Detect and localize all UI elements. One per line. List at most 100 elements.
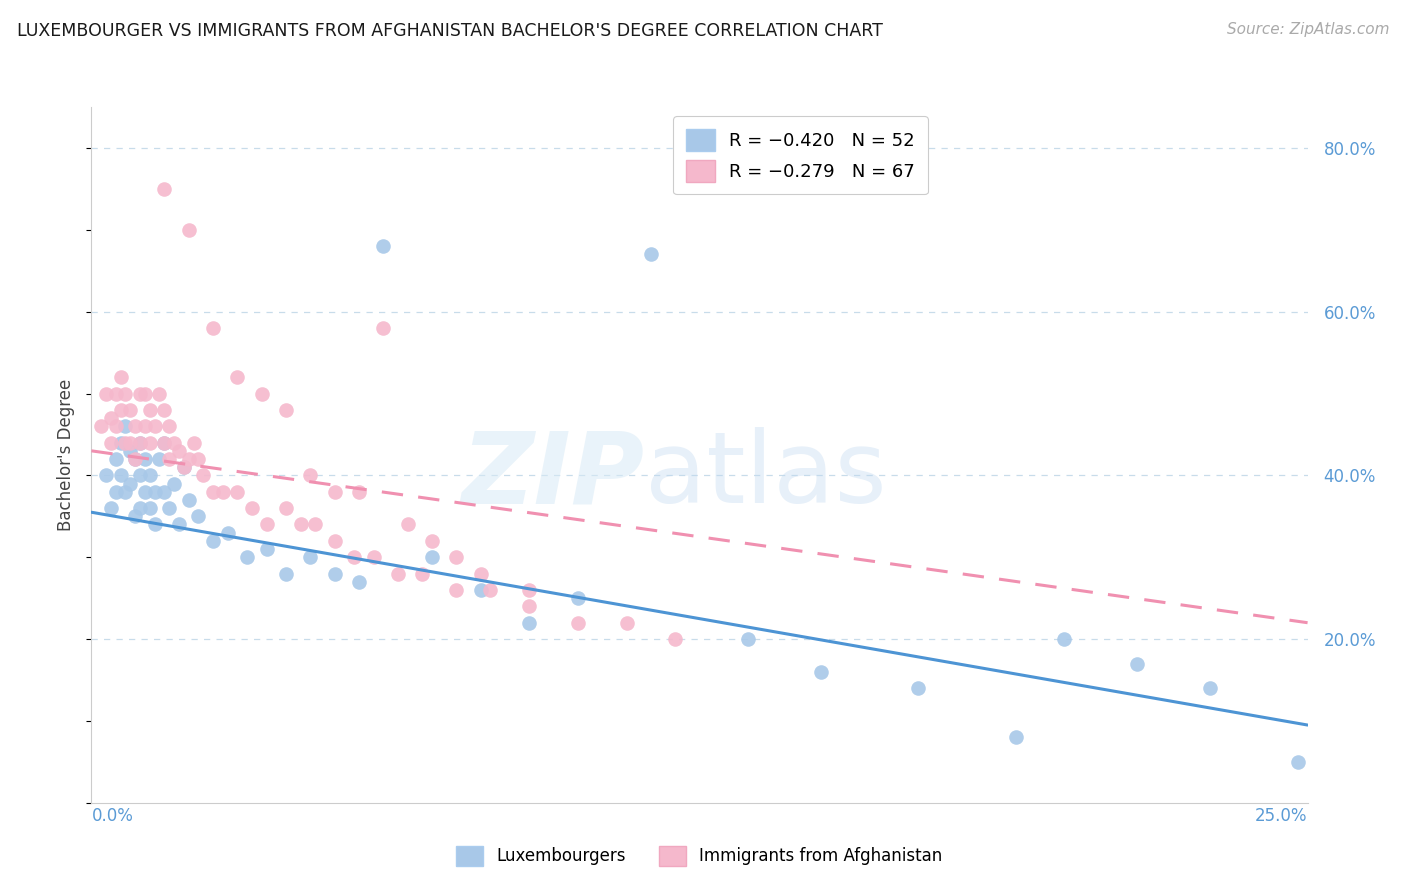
Point	[274, 566, 297, 581]
Point	[110, 370, 132, 384]
Point	[134, 452, 156, 467]
Point	[120, 476, 142, 491]
Point	[100, 435, 122, 450]
Point	[129, 435, 152, 450]
Point	[104, 452, 127, 467]
Point	[114, 484, 136, 499]
Point	[163, 435, 186, 450]
Point	[373, 239, 395, 253]
Point	[90, 419, 112, 434]
Point	[343, 550, 366, 565]
Point	[148, 452, 170, 467]
Point	[387, 566, 409, 581]
Point	[1126, 657, 1149, 671]
Point	[94, 386, 117, 401]
Point	[134, 484, 156, 499]
Point	[114, 419, 136, 434]
Point	[177, 492, 200, 507]
Point	[114, 386, 136, 401]
Point	[120, 403, 142, 417]
Point	[444, 550, 467, 565]
Point	[640, 247, 662, 261]
Point	[187, 452, 209, 467]
Point	[167, 443, 190, 458]
Point	[1004, 731, 1026, 745]
Point	[226, 484, 249, 499]
Point	[304, 517, 326, 532]
Point	[240, 501, 263, 516]
Point	[250, 386, 273, 401]
Point	[373, 321, 395, 335]
Point	[143, 517, 166, 532]
Point	[153, 484, 176, 499]
Point	[134, 386, 156, 401]
Point	[616, 615, 638, 630]
Point	[104, 386, 127, 401]
Point	[323, 484, 346, 499]
Point	[124, 452, 146, 467]
Text: LUXEMBOURGER VS IMMIGRANTS FROM AFGHANISTAN BACHELOR'S DEGREE CORRELATION CHART: LUXEMBOURGER VS IMMIGRANTS FROM AFGHANIS…	[17, 22, 883, 40]
Point	[173, 460, 195, 475]
Point	[120, 443, 142, 458]
Point	[737, 632, 759, 646]
Point	[236, 550, 259, 565]
Point	[202, 321, 225, 335]
Point	[139, 501, 162, 516]
Point	[124, 452, 146, 467]
Point	[1286, 755, 1309, 769]
Point	[323, 566, 346, 581]
Point	[139, 468, 162, 483]
Point	[517, 582, 540, 597]
Point	[1199, 681, 1222, 696]
Point	[173, 460, 195, 475]
Point	[202, 484, 225, 499]
Point	[153, 435, 176, 450]
Point	[157, 452, 180, 467]
Point	[256, 542, 278, 557]
Text: 0.0%: 0.0%	[91, 807, 134, 825]
Point	[567, 591, 589, 606]
Text: ZIP: ZIP	[461, 427, 645, 524]
Point	[470, 566, 492, 581]
Point	[139, 435, 162, 450]
Point	[139, 403, 162, 417]
Point	[907, 681, 929, 696]
Point	[323, 533, 346, 548]
Point	[110, 468, 132, 483]
Point	[411, 566, 433, 581]
Point	[177, 452, 200, 467]
Point	[299, 550, 322, 565]
Point	[217, 525, 239, 540]
Point	[299, 468, 322, 483]
Point	[420, 550, 443, 565]
Point	[114, 435, 136, 450]
Point	[274, 403, 297, 417]
Point	[94, 468, 117, 483]
Point	[1053, 632, 1076, 646]
Text: Source: ZipAtlas.com: Source: ZipAtlas.com	[1226, 22, 1389, 37]
Point	[153, 435, 176, 450]
Point	[148, 386, 170, 401]
Point	[226, 370, 249, 384]
Point	[157, 419, 180, 434]
Point	[664, 632, 686, 646]
Point	[143, 419, 166, 434]
Point	[120, 435, 142, 450]
Point	[470, 582, 492, 597]
Point	[153, 182, 176, 196]
Point	[211, 484, 233, 499]
Point	[256, 517, 278, 532]
Point	[134, 419, 156, 434]
Point	[183, 435, 205, 450]
Point	[177, 223, 200, 237]
Point	[124, 509, 146, 524]
Point	[290, 517, 312, 532]
Y-axis label: Bachelor's Degree: Bachelor's Degree	[58, 379, 76, 531]
Point	[347, 574, 370, 589]
Point	[104, 419, 127, 434]
Point	[193, 468, 215, 483]
Point	[167, 517, 190, 532]
Point	[124, 419, 146, 434]
Point	[129, 435, 152, 450]
Text: atlas: atlas	[645, 427, 886, 524]
